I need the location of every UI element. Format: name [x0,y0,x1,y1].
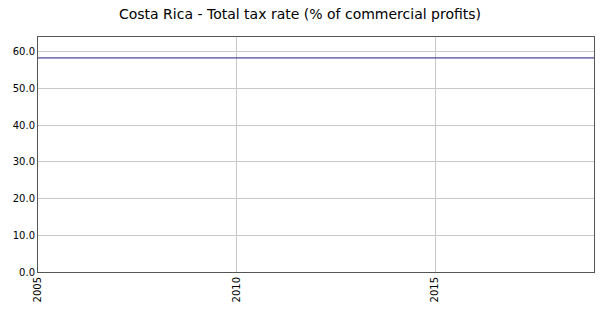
svg-text:30.0: 30.0 [13,156,35,167]
svg-text:50.0: 50.0 [13,83,35,94]
svg-text:2010: 2010 [231,277,242,302]
svg-text:40.0: 40.0 [13,120,35,131]
svg-text:20.0: 20.0 [13,193,35,204]
svg-text:0.0: 0.0 [19,267,35,278]
svg-text:2015: 2015 [429,277,440,302]
svg-text:10.0: 10.0 [13,230,35,241]
svg-text:2005: 2005 [32,277,43,302]
svg-text:Costa Rica - Total tax rate (%: Costa Rica - Total tax rate (% of commer… [119,6,481,22]
svg-text:60.0: 60.0 [13,46,35,57]
